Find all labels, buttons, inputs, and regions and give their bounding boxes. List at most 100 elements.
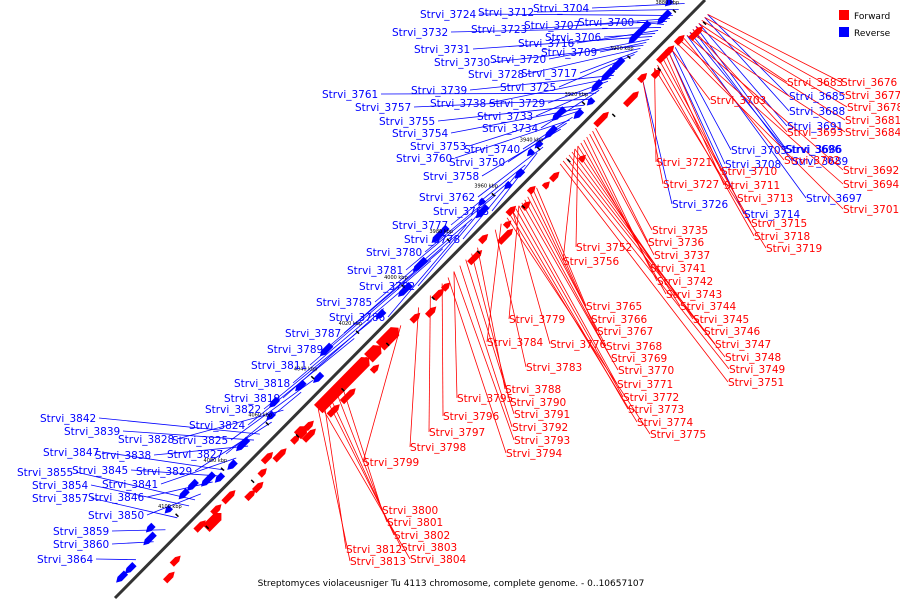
reverse-gene-label[interactable]: Strvi_3755 bbox=[379, 116, 435, 128]
forward-gene-label[interactable]: Strvi_3800 bbox=[382, 505, 438, 517]
reverse-gene-label[interactable]: Strvi_3730 bbox=[434, 57, 490, 69]
reverse-gene-label[interactable]: Strvi_3750 bbox=[449, 157, 505, 169]
forward-gene-label[interactable]: Strvi_3790 bbox=[510, 397, 566, 409]
reverse-gene[interactable] bbox=[478, 197, 487, 206]
forward-gene[interactable] bbox=[163, 571, 175, 584]
reverse-gene-label[interactable]: Strvi_3738 bbox=[430, 98, 486, 110]
reverse-gene-label[interactable]: Strvi_3841 bbox=[102, 479, 158, 491]
reverse-gene-label[interactable]: Strvi_3700 bbox=[578, 17, 634, 29]
reverse-gene-label[interactable]: Strvi_3734 bbox=[482, 123, 539, 135]
forward-gene-label[interactable]: Strvi_3710 bbox=[721, 166, 777, 178]
reverse-gene[interactable] bbox=[412, 256, 428, 272]
reverse-gene-label[interactable]: Strvi_3819 bbox=[224, 393, 280, 405]
reverse-gene-label[interactable]: Strvi_3787 bbox=[285, 328, 341, 340]
forward-gene-label[interactable]: Strvi_3737 bbox=[654, 250, 710, 262]
reverse-gene-label[interactable]: Strvi_3697 bbox=[806, 193, 862, 205]
reverse-gene-label[interactable]: Strvi_3842 bbox=[40, 413, 96, 425]
reverse-gene-label[interactable]: Strvi_3691 bbox=[787, 121, 843, 133]
reverse-gene[interactable] bbox=[227, 459, 238, 470]
forward-gene[interactable] bbox=[169, 555, 181, 567]
forward-gene[interactable] bbox=[431, 288, 445, 302]
reverse-gene-label[interactable]: Strvi_3707 bbox=[524, 20, 580, 32]
reverse-gene-label[interactable]: Strvi_3704 bbox=[533, 3, 590, 15]
reverse-gene[interactable] bbox=[145, 522, 156, 533]
reverse-gene-label[interactable]: Strvi_3739 bbox=[411, 85, 467, 97]
reverse-gene[interactable] bbox=[178, 488, 190, 500]
forward-gene-label[interactable]: Strvi_3794 bbox=[506, 448, 563, 460]
reverse-gene[interactable] bbox=[664, 0, 674, 7]
forward-gene[interactable] bbox=[549, 171, 560, 183]
reverse-gene-label[interactable]: Strvi_3723 bbox=[471, 24, 527, 36]
reverse-gene-label[interactable]: Strvi_3777 bbox=[392, 220, 448, 232]
forward-gene[interactable] bbox=[375, 327, 400, 351]
forward-gene-label[interactable]: Strvi_3812 bbox=[346, 544, 402, 556]
reverse-gene[interactable] bbox=[657, 9, 672, 25]
reverse-gene-label[interactable]: Strvi_3731 bbox=[414, 44, 470, 56]
forward-gene-label[interactable]: Strvi_3749 bbox=[729, 364, 785, 376]
reverse-gene-label[interactable]: Strvi_3754 bbox=[392, 128, 449, 140]
reverse-gene[interactable] bbox=[214, 472, 226, 483]
reverse-gene-label[interactable]: Strvi_3761 bbox=[322, 89, 378, 101]
forward-gene[interactable] bbox=[290, 434, 300, 445]
forward-gene[interactable] bbox=[301, 428, 316, 443]
reverse-gene-label[interactable]: Strvi_3822 bbox=[205, 404, 261, 416]
reverse-gene-label[interactable]: Strvi_3850 bbox=[88, 510, 144, 522]
forward-gene[interactable] bbox=[688, 26, 703, 42]
forward-gene[interactable] bbox=[593, 111, 609, 128]
forward-gene-label[interactable]: Strvi_3784 bbox=[487, 337, 544, 349]
reverse-gene-label[interactable]: Strvi_3685 bbox=[789, 91, 845, 103]
reverse-gene[interactable] bbox=[266, 410, 276, 421]
forward-gene[interactable] bbox=[193, 520, 206, 533]
forward-gene-label[interactable]: Strvi_3793 bbox=[514, 435, 570, 447]
forward-gene[interactable] bbox=[210, 504, 222, 516]
forward-gene[interactable] bbox=[502, 220, 512, 230]
reverse-gene-label[interactable]: Strvi_3827 bbox=[167, 449, 223, 461]
forward-gene[interactable] bbox=[252, 481, 264, 494]
forward-gene[interactable] bbox=[244, 489, 256, 502]
reverse-gene-label[interactable]: Strvi_3811 bbox=[251, 360, 307, 372]
forward-gene[interactable] bbox=[673, 34, 685, 46]
reverse-gene[interactable] bbox=[201, 471, 217, 487]
forward-gene-label[interactable]: Strvi_3774 bbox=[637, 417, 694, 429]
forward-gene-label[interactable]: Strvi_3715 bbox=[751, 218, 807, 230]
forward-gene-label[interactable]: Strvi_3713 bbox=[737, 193, 793, 205]
reverse-gene-label[interactable]: Strvi_3686 bbox=[786, 144, 843, 156]
reverse-gene-label[interactable]: Strvi_3838 bbox=[95, 450, 151, 462]
forward-gene[interactable] bbox=[467, 250, 483, 266]
forward-gene-label[interactable]: Strvi_3775 bbox=[650, 429, 706, 441]
reverse-gene-label[interactable]: Strvi_3864 bbox=[37, 554, 94, 566]
forward-gene-label[interactable]: Strvi_3779 bbox=[509, 314, 565, 326]
forward-gene[interactable] bbox=[637, 73, 648, 84]
reverse-gene-label[interactable]: Strvi_3828 bbox=[118, 434, 174, 446]
reverse-gene[interactable] bbox=[295, 379, 307, 392]
reverse-gene-label[interactable]: Strvi_3696 bbox=[785, 144, 842, 156]
forward-gene-label[interactable]: Strvi_3694 bbox=[843, 179, 900, 191]
forward-gene[interactable] bbox=[425, 306, 437, 318]
reverse-gene-label[interactable]: Strvi_3781 bbox=[347, 265, 403, 277]
reverse-gene-label[interactable]: Strvi_3712 bbox=[478, 7, 534, 19]
reverse-gene-label[interactable]: Strvi_3729 bbox=[489, 98, 545, 110]
forward-gene[interactable] bbox=[541, 181, 550, 190]
forward-gene-label[interactable]: Strvi_3751 bbox=[728, 377, 784, 389]
forward-gene-label[interactable]: Strvi_3745 bbox=[693, 314, 749, 326]
reverse-gene-label[interactable]: Strvi_3720 bbox=[490, 54, 546, 66]
reverse-gene-label[interactable]: Strvi_3760 bbox=[396, 153, 452, 165]
forward-gene-label[interactable]: Strvi_3801 bbox=[387, 517, 443, 529]
forward-gene[interactable] bbox=[409, 312, 421, 324]
forward-gene[interactable] bbox=[650, 68, 661, 80]
forward-gene[interactable] bbox=[665, 45, 675, 55]
forward-gene-label[interactable]: Strvi_3771 bbox=[617, 379, 673, 391]
forward-gene[interactable] bbox=[221, 490, 236, 505]
forward-gene-label[interactable]: Strvi_3684 bbox=[845, 127, 900, 139]
reverse-gene[interactable] bbox=[187, 478, 199, 491]
forward-gene-label[interactable]: Strvi_3765 bbox=[586, 301, 642, 313]
forward-gene-label[interactable]: Strvi_3752 bbox=[576, 242, 632, 254]
reverse-gene-label[interactable]: Strvi_3845 bbox=[72, 465, 128, 477]
forward-gene-label[interactable]: Strvi_3683 bbox=[787, 77, 843, 89]
reverse-gene-label[interactable]: Strvi_3733 bbox=[477, 111, 533, 123]
reverse-gene-label[interactable]: Strvi_3688 bbox=[789, 106, 845, 118]
forward-gene-label[interactable]: Strvi_3756 bbox=[563, 256, 620, 268]
forward-gene[interactable] bbox=[339, 388, 356, 405]
reverse-gene[interactable] bbox=[586, 97, 596, 106]
reverse-gene-label[interactable]: Strvi_3824 bbox=[189, 420, 246, 432]
